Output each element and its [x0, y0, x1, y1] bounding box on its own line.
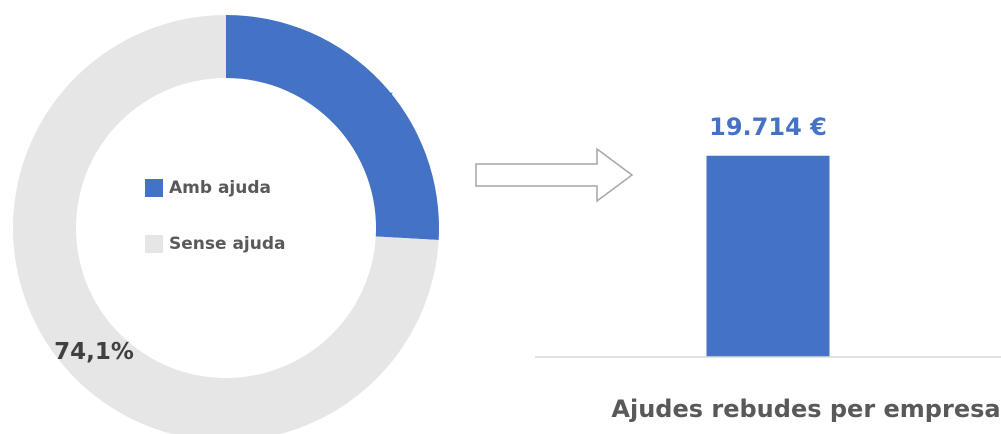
- legend-label: Amb ajuda: [169, 178, 271, 198]
- legend-swatch: [145, 235, 163, 253]
- data-label: 74,1%: [54, 339, 134, 365]
- x-axis-label: Ajudes rebudes per empresa: [611, 395, 1000, 423]
- arrow: [475, 147, 634, 203]
- bar: [706, 155, 830, 357]
- data-label: 19.714 €: [709, 113, 827, 141]
- legend-swatch: [145, 179, 163, 197]
- donut-slice: [226, 15, 439, 241]
- legend-label: Sense ajuda: [169, 234, 286, 254]
- donut-slice: [13, 15, 439, 434]
- data-label: 25,9%: [318, 90, 398, 116]
